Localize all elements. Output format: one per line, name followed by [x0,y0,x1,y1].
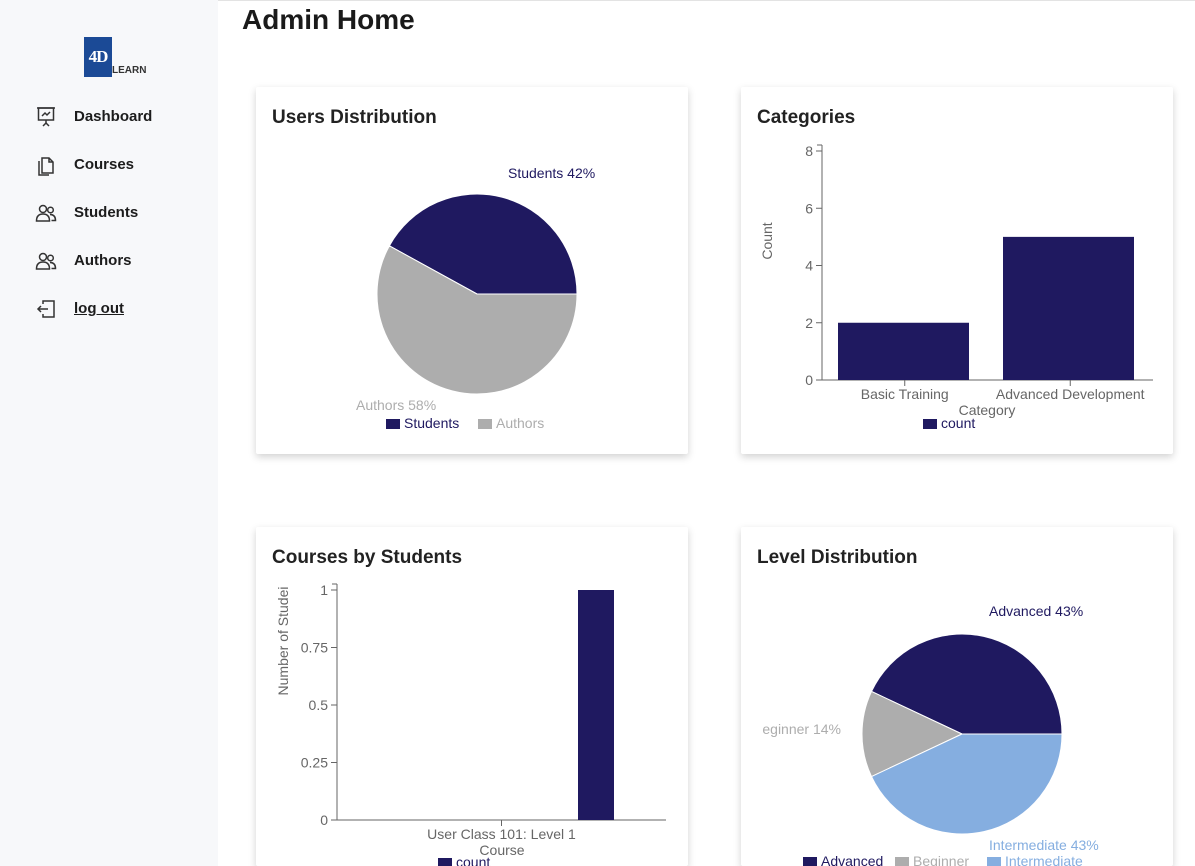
sidebar-item-authors[interactable]: Authors [35,249,132,273]
pie-label-intermediate: Intermediate 43% [989,837,1099,853]
courses-by-students-card: Courses by Students 0 0.25 0.5 0.75 1 User Cl… [256,527,688,866]
legend-label-intermediate: Intermediate [1005,853,1083,866]
y-tick-label: 0.5 [309,697,329,713]
app-logo[interactable]: 4D LEARN [84,37,154,77]
legend-label-beginner: Beginner [913,853,969,866]
legend-swatch-count [438,858,452,866]
users-distribution-card: Users Distribution Students 42% Authors 5… [256,87,688,454]
legend-label-count: count [941,415,975,431]
courses-by-students-bar-chart: 0 0.25 0.5 0.75 1 User Class 101: Level 1Cour… [275,582,666,866]
pie-label-students: Students 42% [508,165,595,181]
legend-label-advanced: Advanced [821,853,883,866]
pie-slice-students [388,193,578,295]
legend-label-students: Students [404,415,459,431]
legend-swatch-intermediate [987,857,1001,866]
y-tick-label: 0.75 [301,640,328,656]
sidebar-item-students[interactable]: Students [35,201,138,225]
level-distribution-pie-chart: Advanced 43% eginner 14% Intermediate 43% A… [762,603,1099,866]
logout-link[interactable]: log out [74,300,124,317]
x-tick-label: Advanced Development [996,386,1145,402]
y-tick-label: 8 [805,143,813,159]
y-tick-label: 0 [320,812,328,828]
sidebar-item-courses[interactable]: Courses [35,153,134,177]
users-icon [35,204,57,222]
card-title: Courses by Students [272,547,463,568]
x-axis-title: Course [479,842,524,858]
y-tick-label: 4 [805,258,813,274]
sidebar-item-label: Dashboard [74,108,153,125]
sidebar-item-label: Courses [74,156,135,173]
users-distribution-pie-chart: Students 42% Authors 58% Students Authors [356,165,595,431]
pie-slice-authors [376,245,578,395]
bar-2 [1003,236,1134,380]
x-axis-title: Category [959,402,1016,418]
pie-label-beginner: eginner 14% [762,721,841,737]
x-tick-label: Basic Training [861,386,949,402]
pie-slice-advanced [870,633,1063,735]
card-title: Categories [757,107,856,128]
x-tick-label: User Class 101: Level 1 [427,826,576,842]
y-axis-title: Number of Studei [275,587,291,696]
categories-card: Categories 0 2 4 6 8 Basic Training Advanced D… [741,87,1173,454]
bar-1 [578,590,614,820]
legend-swatch-count [923,419,937,429]
y-tick-label: 2 [805,315,813,331]
documents-icon [38,157,54,176]
presentation-board-icon [37,107,55,127]
bar-1 [838,322,969,380]
sidebar-item-label: Authors [74,252,132,269]
card-title: Users Distribution [272,107,437,128]
logo-text: LEARN [112,65,147,76]
sidebar-item-label: Students [74,204,139,221]
logo-mark: 4D [84,37,112,77]
logout-icon [36,300,55,318]
legend-swatch-advanced [803,857,817,866]
sidebar-item-logout[interactable]: log out [35,297,124,321]
sidebar-item-dashboard[interactable]: Dashboard [35,105,152,129]
legend-label-authors: Authors [496,415,544,431]
page-title: Admin Home [242,4,415,35]
top-divider [0,0,1195,1]
pie-slice-intermediate [870,733,1063,835]
pie-label-authors: Authors 58% [356,397,436,413]
level-distribution-card: Level Distribution Advanced 43% eginner 1… [741,527,1173,866]
pie-slice-beginner [861,690,964,778]
y-tick-label: 1 [320,582,328,598]
legend-swatch-beginner [895,857,909,866]
pie-label-advanced: Advanced 43% [989,603,1083,619]
users-icon [35,252,57,270]
legend-swatch-students [386,419,400,429]
legend-label-count: count [456,854,490,866]
legend-swatch-authors [478,419,492,429]
y-tick-label: 6 [805,200,813,216]
y-axis-title: Count [759,222,775,259]
y-tick-label: 0.25 [301,755,328,771]
y-tick-label: 0 [805,372,813,388]
sidebar: 4D LEARN Dashboard Courses Students [0,0,218,866]
card-title: Level Distribution [757,547,918,568]
